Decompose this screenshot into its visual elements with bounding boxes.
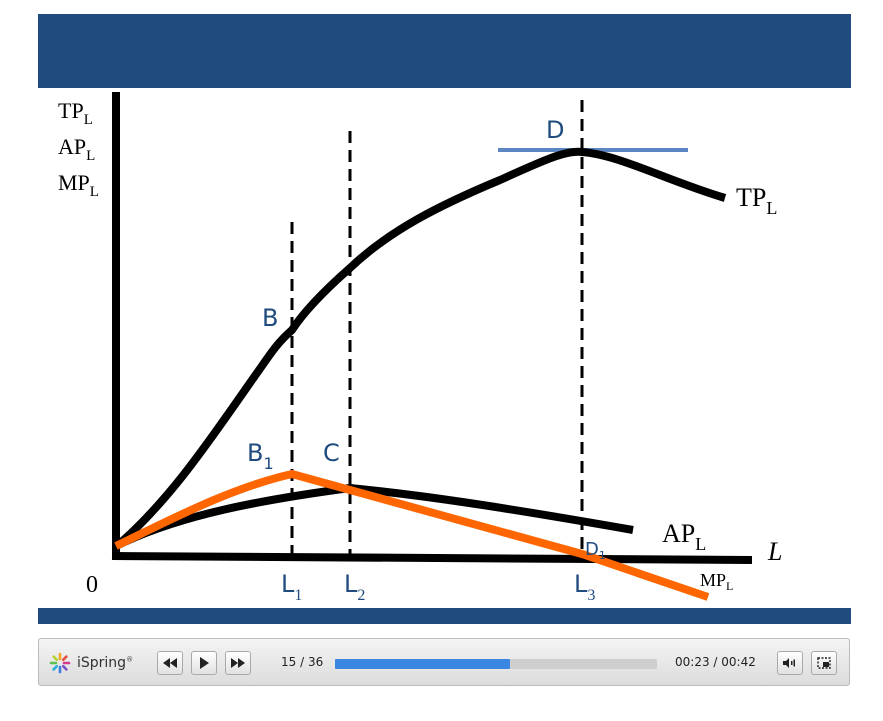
fast-forward-icon xyxy=(231,658,245,668)
playback-time: 00:23 / 00:42 xyxy=(675,655,756,669)
ispring-logo-text: iSpring® xyxy=(77,655,134,671)
y-axis-label-mp: MPL xyxy=(58,170,99,200)
header-band xyxy=(38,14,851,88)
x-axis xyxy=(111,552,753,564)
tp-curve xyxy=(115,147,727,549)
point-label-d1: D1 xyxy=(585,539,606,562)
point-label-b1: B1 xyxy=(247,439,274,473)
y-axis-label-tp: TPL xyxy=(58,98,93,128)
mp-curve xyxy=(114,469,710,601)
ap-curve-label: APL xyxy=(662,519,706,554)
point-label-b: B xyxy=(262,304,278,332)
x-tick-l1: L1 xyxy=(281,570,302,604)
x-tick-l3: L3 xyxy=(574,570,595,604)
footer-band xyxy=(38,608,851,624)
volume-icon xyxy=(783,658,795,668)
progress-bar[interactable] xyxy=(335,659,657,669)
play-icon xyxy=(200,657,209,669)
ispring-logo-icon xyxy=(49,652,71,674)
x-tick-l2: L2 xyxy=(344,570,365,604)
fullscreen-button[interactable] xyxy=(811,651,837,675)
x-axis-label: L xyxy=(767,537,782,566)
play-button[interactable] xyxy=(191,651,217,675)
y-axis-label-ap: APL xyxy=(58,134,95,164)
slide-counter: 15 / 36 xyxy=(281,655,324,669)
fullscreen-icon xyxy=(817,657,831,669)
rewind-button[interactable] xyxy=(157,651,183,675)
tp-curve-label: TPL xyxy=(736,183,777,218)
point-label-c: C xyxy=(323,439,340,467)
ispring-logo: iSpring® xyxy=(49,651,133,675)
origin-label: 0 xyxy=(86,572,98,598)
volume-button[interactable] xyxy=(777,651,803,675)
fast-forward-button[interactable] xyxy=(225,651,251,675)
point-label-d: D xyxy=(546,116,564,144)
mp-curve-label: MPL xyxy=(700,570,733,593)
rewind-icon xyxy=(163,658,177,668)
progress-bar-fill xyxy=(335,659,511,669)
player-control-bar: iSpring® 15 / 36 00:23 / 00:42 xyxy=(38,638,850,686)
